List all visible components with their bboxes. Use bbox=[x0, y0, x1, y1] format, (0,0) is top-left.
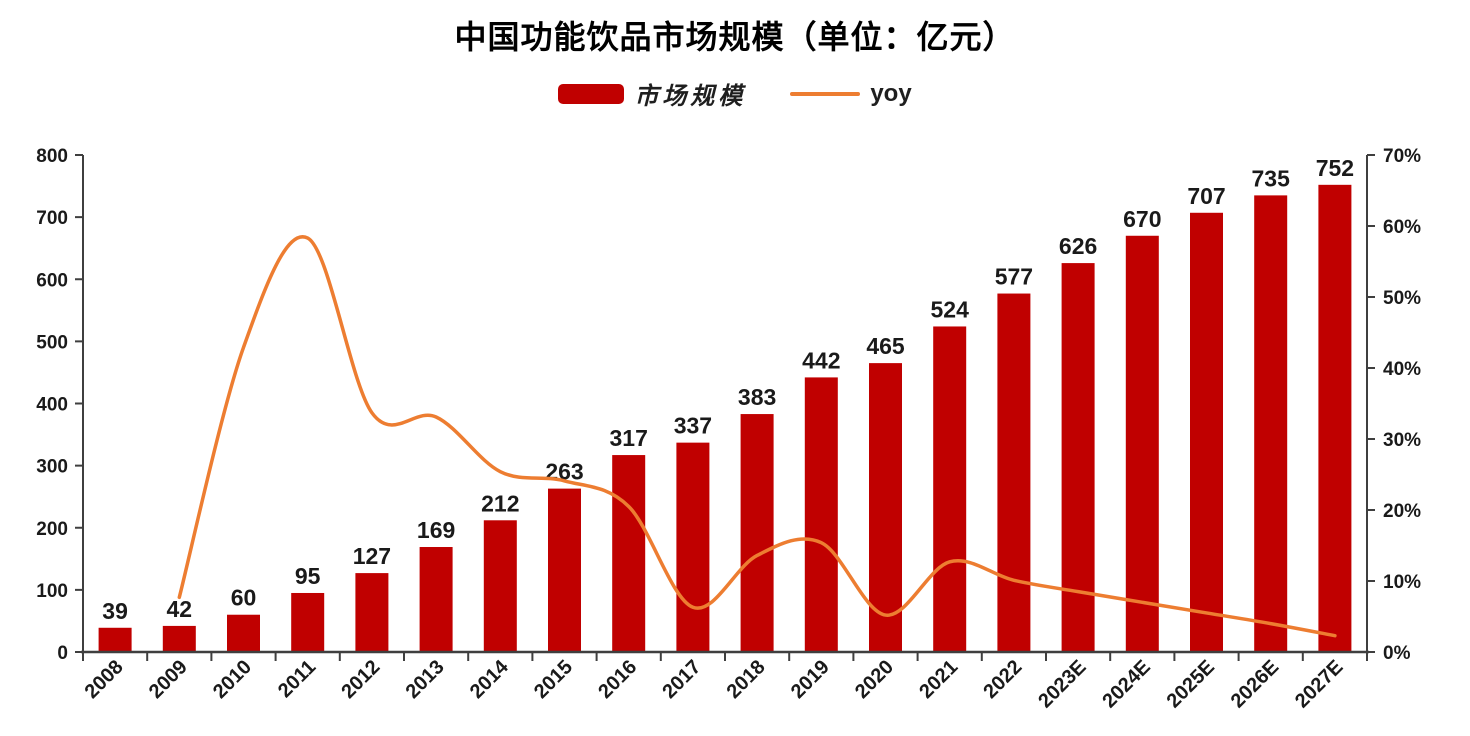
bar-value-label-2027E: 752 bbox=[1316, 155, 1354, 181]
bar-value-label-2010: 60 bbox=[231, 585, 257, 611]
chart-title: 中国功能饮品市场规模（单位：亿元） bbox=[454, 19, 1016, 55]
x-axis-label-2019: 2019 bbox=[787, 656, 834, 703]
x-axis-label-2021: 2021 bbox=[915, 656, 962, 703]
bar-2021 bbox=[933, 326, 967, 652]
right-axis-tick-label: 40% bbox=[1383, 359, 1421, 380]
bar-value-label-2024E: 670 bbox=[1123, 206, 1161, 232]
bar-2019 bbox=[804, 377, 838, 652]
x-axis-label-2022: 2022 bbox=[979, 656, 1026, 703]
bar-value-label-2020: 465 bbox=[866, 333, 905, 359]
x-axis-label-2017: 2017 bbox=[658, 656, 705, 703]
yoy-line bbox=[177, 235, 1337, 638]
bar-2010 bbox=[227, 614, 260, 652]
bar-value-label-2013: 169 bbox=[417, 517, 455, 543]
bar-2009 bbox=[162, 625, 196, 652]
right-axis-tick-label: 20% bbox=[1383, 501, 1421, 522]
bar-2022 bbox=[997, 293, 1031, 652]
bar-2013 bbox=[419, 547, 453, 652]
bar-2025E bbox=[1190, 212, 1223, 652]
x-axis-label-2023E: 2023E bbox=[1034, 656, 1090, 712]
bar-2014 bbox=[483, 520, 517, 652]
x-axis-label-2015: 2015 bbox=[530, 656, 577, 703]
x-axis-label-2016: 2016 bbox=[594, 656, 641, 703]
line-series-swatch bbox=[790, 91, 861, 96]
bar-series-swatch bbox=[558, 83, 625, 104]
left-axis-tick-label: 400 bbox=[36, 395, 68, 416]
bar-value-label-2012: 127 bbox=[353, 543, 391, 569]
x-axis-label-2012: 2012 bbox=[337, 656, 384, 703]
bar-value-label-2018: 383 bbox=[738, 384, 776, 410]
bar-value-label-2021: 524 bbox=[931, 296, 970, 322]
bar-value-label-2017: 337 bbox=[674, 413, 712, 439]
legend-item-market-size: 市场规模 bbox=[558, 76, 746, 111]
bar-2027E bbox=[1318, 184, 1352, 652]
x-axis-label-2026E: 2026E bbox=[1227, 656, 1283, 712]
x-axis-label-2008: 2008 bbox=[81, 656, 128, 703]
right-axis-tick-label: 60% bbox=[1383, 217, 1421, 238]
bar-value-label-2019: 442 bbox=[802, 347, 840, 373]
left-axis-tick-label: 100 bbox=[36, 581, 68, 602]
x-axis-label-2011: 2011 bbox=[274, 656, 320, 702]
right-axis-tick-label: 10% bbox=[1383, 572, 1421, 593]
x-axis-label-2009: 2009 bbox=[145, 656, 192, 703]
x-axis-label-2025E: 2025E bbox=[1163, 656, 1219, 712]
left-axis-tick-label: 600 bbox=[36, 270, 68, 291]
legend-item-yoy: yoy bbox=[790, 79, 912, 108]
left-axis-tick-label: 0 bbox=[57, 643, 68, 664]
left-axis-tick-label: 500 bbox=[36, 332, 68, 353]
right-axis-tick-label: 70% bbox=[1383, 146, 1421, 167]
right-axis-tick-label: 50% bbox=[1383, 288, 1421, 309]
bar-2012 bbox=[355, 573, 389, 652]
legend: 市场规模 yoy bbox=[0, 76, 1470, 111]
bar-value-label-2011: 95 bbox=[295, 563, 321, 589]
bar-2011 bbox=[291, 592, 325, 652]
bar-2017 bbox=[676, 442, 710, 652]
left-axis-tick-label: 700 bbox=[36, 208, 68, 229]
bar-2020 bbox=[869, 363, 902, 652]
bar-value-label-2026E: 735 bbox=[1252, 165, 1291, 191]
bar-2018 bbox=[740, 414, 774, 652]
bar-value-label-2009: 42 bbox=[167, 596, 193, 622]
bar-value-label-2016: 317 bbox=[610, 425, 648, 451]
legend-label-yoy: yoy bbox=[870, 79, 912, 107]
bar-2026E bbox=[1254, 195, 1288, 652]
left-axis-tick-label: 200 bbox=[36, 519, 68, 540]
bar-value-label-2025E: 707 bbox=[1187, 183, 1225, 209]
bar-2023E bbox=[1061, 263, 1095, 652]
x-axis-label-2027E: 2027E bbox=[1291, 656, 1347, 712]
bar-2016 bbox=[612, 455, 646, 652]
bar-2008 bbox=[98, 627, 132, 652]
x-axis-label-2024E: 2024E bbox=[1098, 656, 1154, 712]
x-axis-label-2014: 2014 bbox=[466, 655, 514, 703]
x-axis-label-2018: 2018 bbox=[723, 656, 770, 703]
bar-2024E bbox=[1125, 235, 1159, 652]
bar-value-label-2022: 577 bbox=[995, 264, 1033, 290]
x-axis-label-2013: 2013 bbox=[402, 656, 449, 703]
bar-value-label-2014: 212 bbox=[481, 490, 519, 516]
x-axis-label-2010: 2010 bbox=[209, 656, 256, 703]
right-axis-tick-label: 30% bbox=[1383, 430, 1421, 451]
bar-value-label-2023E: 626 bbox=[1059, 233, 1097, 259]
bar-value-label-2008: 39 bbox=[102, 598, 128, 624]
combo-chart-canvas: 0 100 200 300 400 500 600 700 800 0% 10% 20% 30% 40% 5… bbox=[36, 146, 1421, 712]
x-axis-label-2020: 2020 bbox=[851, 656, 898, 703]
legend-label-market-size: 市场规模 bbox=[634, 84, 747, 110]
right-axis-tick-label: 0% bbox=[1383, 643, 1411, 664]
bar-2015 bbox=[548, 488, 581, 652]
left-axis-tick-label: 800 bbox=[36, 146, 68, 167]
left-axis-tick-label: 300 bbox=[36, 457, 68, 478]
